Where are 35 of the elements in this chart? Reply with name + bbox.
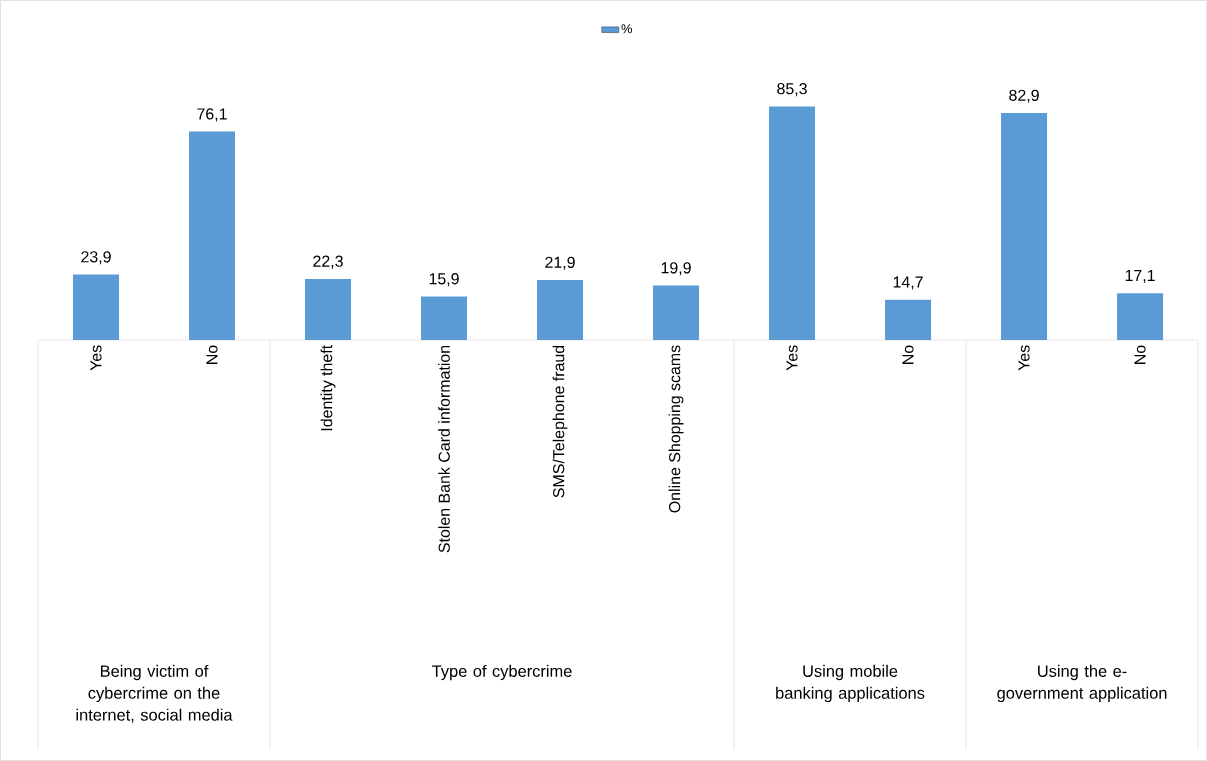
bar [305,278,352,341]
text: Using mobile banking applications [776,664,925,703]
data-label: 19,9 [661,262,691,276]
data-label: 21,9 [545,256,575,270]
x-tick-label: SMS/Telephone fraud [552,345,568,498]
data-label: 22,3 [313,255,343,269]
data-label: 82,9 [1009,89,1039,103]
data-label: 17,1 [1125,269,1155,283]
x-tick-label: Yes [1018,345,1030,371]
legend-label: % [621,24,633,34]
bar [1117,293,1164,341]
x-tick-label: Yes [90,345,102,371]
text: Being victim of cybercrime on the internet, social media [76,664,233,723]
bar [189,131,236,341]
data-label: 23,9 [81,251,111,265]
x-tick-label: No [206,345,218,364]
text: Using the e-government application [997,664,1167,703]
bar [421,296,468,341]
x-tick-label: Stolen Bank Card information [438,345,450,553]
data-label: 85,3 [777,83,807,97]
data-label: 15,9 [429,273,459,287]
data-label: 14,7 [893,276,923,290]
bar [653,285,700,341]
x-tick-label: Online Shopping scams [668,345,684,513]
bar [1001,113,1048,341]
bar [73,274,119,341]
x-tick-label: No [902,345,914,364]
x-tick-label: Yes [786,345,798,371]
bar [885,299,932,341]
x-tick-label: No [1134,345,1146,364]
bar [537,280,584,341]
data-label: 76,1 [197,108,227,122]
bar [769,106,816,341]
text: Type of cybercrime [432,664,572,681]
x-tick-label: Identity theft [320,344,336,431]
